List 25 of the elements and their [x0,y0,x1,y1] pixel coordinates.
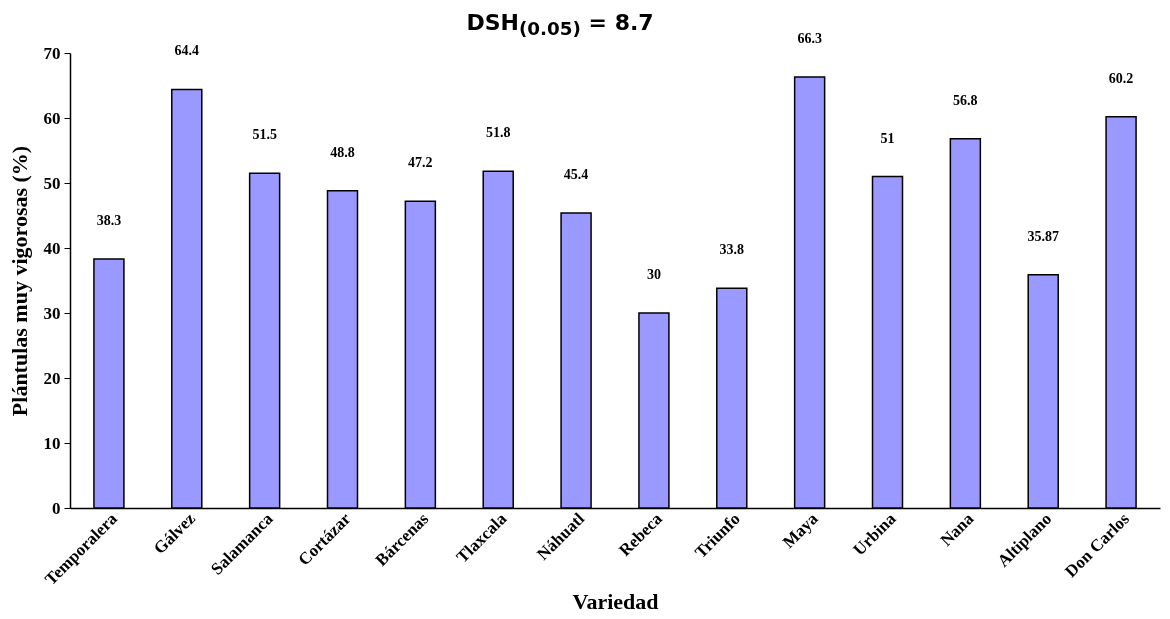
data-label: 47.2 [408,155,433,171]
data-label: 51.8 [485,125,511,141]
data-label: 45.4 [563,166,589,182]
data-label: 48.8 [330,144,355,160]
data-label: 33.8 [719,242,745,258]
data-label: 64.4 [174,43,200,59]
y-tick-label: 40 [43,238,61,258]
y-tick-label: 60 [43,108,61,128]
data-label: 66.3 [797,31,822,47]
data-label: 56.8 [953,92,978,108]
data-label: 60.2 [1108,70,1134,86]
y-axis-title: Plántulas muy vigorosas (%) [6,145,32,417]
y-tick-label: 20 [43,368,61,388]
y-tick-label: 10 [43,433,61,453]
chart-title: DSH$_{(0.05)}$ = 8.7 [466,10,654,40]
data-label: 30 [646,267,661,282]
data-label: 51 [880,130,895,146]
x-axis-title: Variedad [572,589,659,615]
y-tick-label: 50 [43,173,61,193]
data-label: 38.3 [96,213,122,229]
data-label: 51.5 [252,127,277,143]
y-tick-label: 30 [43,303,61,323]
data-label: 35.87 [1027,228,1059,244]
y-tick-label: 0 [52,498,61,518]
y-tick-label: 70 [43,43,61,63]
